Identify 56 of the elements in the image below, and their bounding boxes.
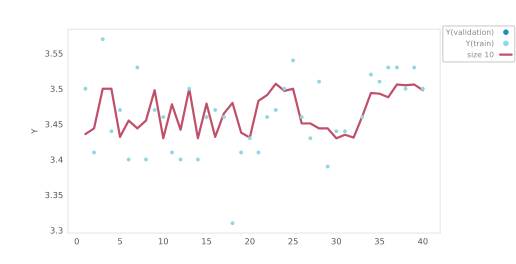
point (239, 150, 244, 154)
x-tick-label: 5 (118, 238, 122, 244)
point (412, 66, 416, 70)
x-tick-label: 10 (158, 238, 168, 244)
x-tick-label: 15 (202, 238, 212, 244)
y-tick-label: 3.55 (45, 50, 63, 57)
point (204, 115, 209, 120)
point (420, 86, 425, 91)
x-tick-label: 40 (418, 238, 428, 244)
y-tick-label: 3.35 (45, 192, 63, 198)
point (274, 108, 278, 112)
point (170, 150, 174, 154)
y-tick-label: 3.45 (45, 121, 63, 128)
x-tick-label: 35 (374, 238, 384, 244)
point (326, 164, 330, 169)
point (334, 129, 338, 134)
x-tick-label: 30 (332, 238, 342, 244)
point (92, 150, 96, 154)
point (282, 86, 286, 91)
point (248, 136, 252, 140)
point (213, 108, 218, 112)
y-axis-title: Y (31, 128, 38, 134)
point (265, 115, 270, 120)
point (178, 158, 183, 162)
point (118, 108, 122, 112)
point (161, 115, 166, 120)
point (404, 86, 408, 91)
x-tick-label: 25 (288, 238, 298, 244)
line-series (84, 82, 424, 140)
point (378, 80, 382, 84)
point (126, 158, 131, 162)
point (317, 80, 321, 84)
point (360, 115, 364, 120)
point (83, 86, 88, 91)
y-tick-label: 3.3 (50, 227, 63, 234)
point (343, 129, 347, 134)
point (222, 115, 226, 120)
point (109, 129, 114, 134)
point (152, 108, 157, 112)
y-tick-label: 3.5 (50, 86, 63, 92)
y-tick-label: 3.4 (50, 156, 63, 163)
point (144, 158, 148, 162)
point (100, 37, 105, 42)
point (386, 66, 390, 70)
point (308, 136, 312, 140)
point (230, 221, 234, 226)
x-tick-label: 20 (245, 238, 255, 244)
point (187, 86, 192, 91)
point (196, 158, 200, 162)
point (300, 115, 304, 120)
point (135, 66, 140, 70)
point (394, 66, 399, 70)
point (291, 58, 296, 62)
x-tick-label: 0 (74, 238, 79, 244)
point (368, 72, 373, 77)
point (256, 150, 260, 154)
